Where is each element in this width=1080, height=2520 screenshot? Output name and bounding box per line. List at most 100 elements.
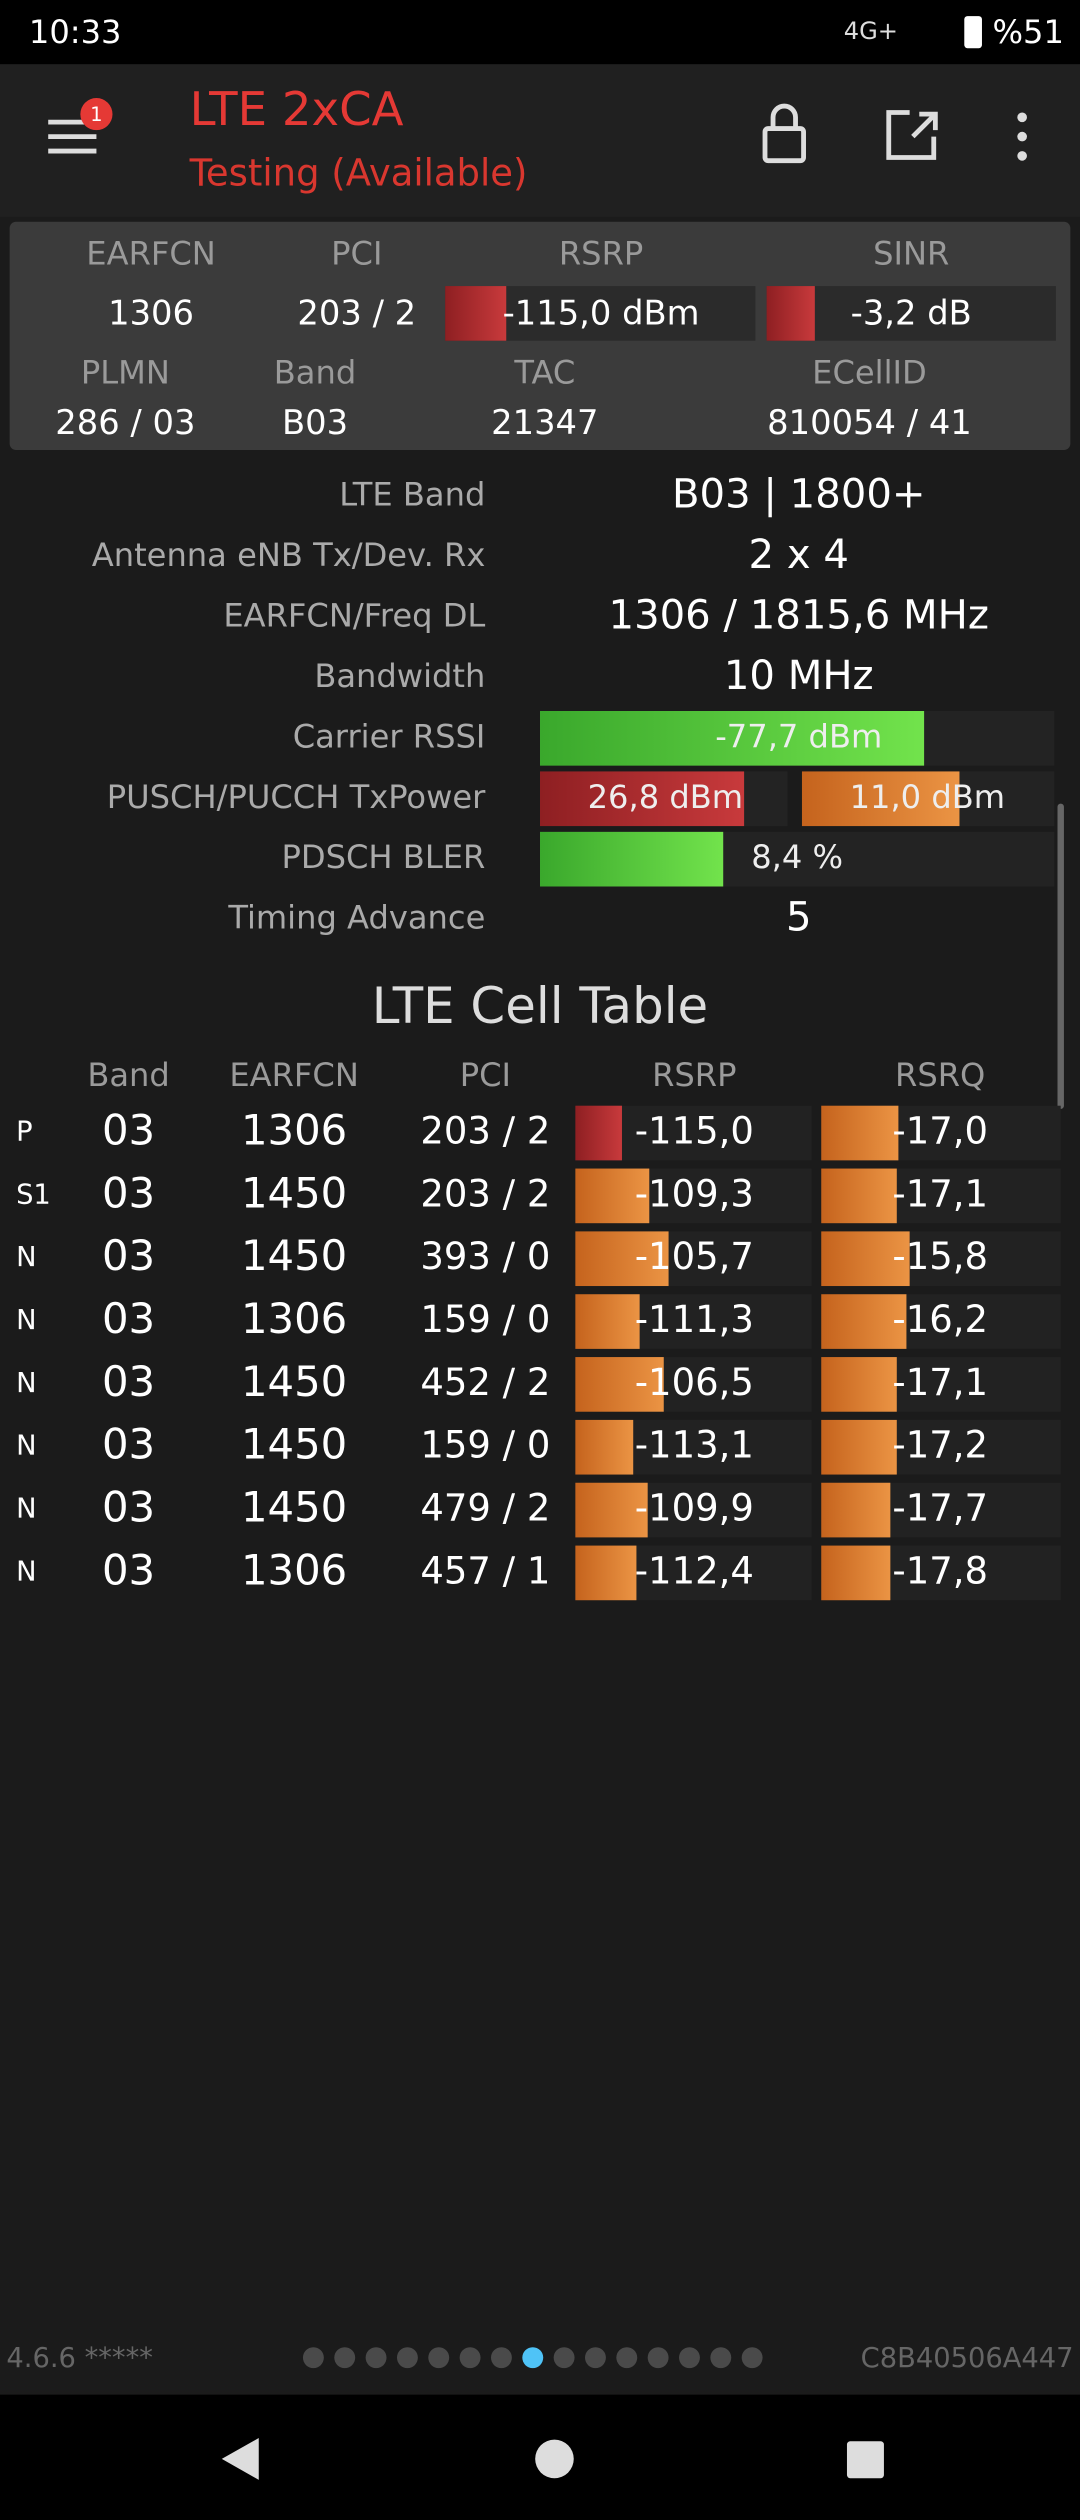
badge-count: 1 [90,103,102,126]
scrollbar [1057,803,1064,1109]
rsrp-bar [575,1105,622,1161]
summary-value: B03 [282,403,348,442]
badge [80,98,113,131]
share-button[interactable] [886,110,938,160]
cell-earfcn: 1450 [241,1168,347,1217]
cell-earfcn: 1306 [241,1294,347,1343]
cell-pci: 452 / 2 [420,1361,550,1404]
detail-bar [540,831,724,887]
rsrq-bar [821,1545,891,1601]
page-dot [647,2347,669,2369]
detail-bar [540,771,745,827]
detail-bar [801,771,960,827]
rsrq-bar [821,1105,899,1161]
summary-value: -115,0 dBm [503,294,700,333]
summary-label: SINR [873,235,949,273]
detail-label: Timing Advance [227,899,485,937]
lock-button[interactable] [762,103,806,164]
summary-value: 1306 [108,294,194,333]
cell-rsrp: -111,3 [635,1298,754,1341]
cell-type: S1 [16,1179,51,1210]
summary-value: 810054 / 41 [767,403,972,442]
cell-band: 03 [102,1357,155,1406]
sinr-bar [766,286,815,341]
detail-value: 11,0 dBm [850,778,1005,816]
detail-value: 26,8 dBm [588,778,743,816]
cell-rsrp: -106,5 [635,1361,754,1404]
summary-label: PLMN [81,353,170,391]
summary-value: 21347 [491,403,598,442]
cell-band: 03 [102,1231,155,1280]
cell-band: 03 [102,1294,155,1343]
cell-pci: 457 / 1 [420,1549,550,1592]
detail-label: LTE Band [339,476,485,514]
rsrp-bar [575,1482,648,1538]
rsrp-bar [575,1357,664,1412]
cell-band: 03 [102,1106,155,1155]
page-dot [334,2347,356,2369]
cell-type: N [16,1242,36,1273]
cell-rsrq: -17,2 [892,1424,988,1467]
rsrp-bar [575,1294,640,1349]
status-time: 10:33 [29,13,122,51]
app-bar [0,64,1080,217]
status-network: 4G+ [844,17,898,45]
detail-value: 2 x 4 [749,532,849,578]
home-button[interactable] [535,2439,574,2479]
cell-rsrq: -17,8 [892,1549,988,1592]
summary-value: -3,2 dB [851,294,972,333]
detail-bar [540,711,925,766]
cell-pci: 203 / 2 [420,1172,550,1215]
rsrq-bar [821,1231,910,1287]
cell-type: N [16,1368,36,1399]
column-header: EARFCN [229,1056,359,1094]
app-subtitle: Testing (Available) [189,152,528,195]
cell-earfcn: 1306 [241,1545,347,1594]
recents-button[interactable] [846,2441,884,2479]
rsrp-bar [575,1231,669,1287]
table-title: LTE Cell Table [372,977,708,1035]
cell-type: N [16,1494,36,1525]
rsrp-bar [445,286,507,341]
cell-rsrp: -115,0 [635,1110,754,1153]
cell-rsrq: -17,1 [892,1361,988,1404]
column-header: RSRQ [895,1056,985,1094]
cell-rsrp: -112,4 [635,1549,754,1592]
page-dot [741,2347,763,2369]
rsrp-bar [575,1545,637,1601]
rsrq-bar [821,1482,891,1538]
cell-pci: 159 / 0 [420,1298,550,1341]
column-header: PCI [460,1056,511,1094]
cell-pci: 203 / 2 [420,1110,550,1153]
cell-rsrp: -109,9 [635,1487,754,1530]
summary-label: Band [274,353,356,391]
rsrq-bar [821,1168,897,1224]
cell-rsrq: -15,8 [892,1235,988,1278]
more-button[interactable] [1017,112,1027,161]
detail-value: -77,7 dBm [715,717,882,755]
back-button[interactable] [221,2438,259,2480]
page-dot [679,2347,700,2369]
page-dot [490,2347,512,2369]
cell-type: N [16,1305,36,1336]
app-title: LTE 2xCA [190,82,404,136]
page-dot [585,2347,606,2369]
cell-earfcn: 1450 [241,1231,347,1280]
detail-value: 10 MHz [724,653,874,699]
cell-earfcn: 1450 [241,1483,347,1532]
cell-band: 03 [102,1420,155,1469]
detail-label: Bandwidth [314,657,485,695]
summary-label: TAC [513,353,575,391]
page-dot [616,2347,638,2369]
detail-label: PDSCH BLER [281,838,485,876]
cell-earfcn: 1450 [241,1357,347,1406]
device-id: C8B40506A447 [861,2343,1074,2374]
rsrp-bar [575,1419,634,1475]
cell-type: N [16,1556,36,1587]
version: 4.6.6 ***** [6,2343,152,2374]
detail-label: Antenna eNB Tx/Dev. Rx [92,536,486,574]
detail-value: B03 | 1800+ [672,472,926,518]
cell-rsrp: -109,3 [635,1172,754,1215]
page-dot [553,2347,575,2369]
